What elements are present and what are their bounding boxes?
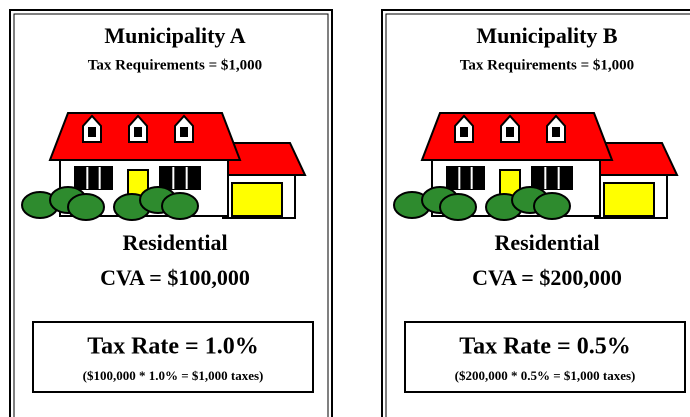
window — [75, 167, 112, 189]
tax-rate: Tax Rate = 0.5% — [459, 334, 630, 360]
usage-label: Residential — [122, 230, 227, 255]
title: Municipality B — [476, 23, 618, 48]
usage-label: Residential — [494, 230, 599, 255]
panel: Municipality A Tax Requirements = $1,000 R… — [10, 10, 332, 417]
dormer-window — [180, 127, 188, 137]
calculation: ($100,000 * 1.0% = $1,000 taxes) — [83, 368, 264, 383]
window — [532, 167, 572, 189]
dormer-window — [134, 127, 142, 137]
dormer-window — [88, 127, 96, 137]
bush — [534, 193, 570, 219]
subtitle: Tax Requirements = $1,000 — [460, 57, 634, 73]
page: Municipality A Tax Requirements = $1,000 R… — [0, 0, 690, 417]
panel: Municipality B Tax Requirements = $1,000 R… — [382, 10, 690, 417]
house — [22, 113, 305, 220]
house — [394, 113, 677, 220]
dormer-window — [460, 127, 468, 137]
tax-rate: Tax Rate = 1.0% — [87, 334, 258, 360]
dormer-window — [506, 127, 514, 137]
bush — [162, 193, 198, 219]
calculation: ($200,000 * 0.5% = $1,000 taxes) — [455, 368, 636, 383]
window — [160, 167, 200, 189]
subtitle: Tax Requirements = $1,000 — [88, 57, 262, 73]
bush — [440, 194, 476, 220]
garage-door — [232, 183, 282, 216]
cva: CVA = $200,000 — [472, 265, 622, 290]
cva: CVA = $100,000 — [100, 265, 250, 290]
bush — [68, 194, 104, 220]
window — [447, 167, 484, 189]
garage-door — [604, 183, 654, 216]
diagram: Municipality A Tax Requirements = $1,000 R… — [0, 0, 690, 417]
dormer-window — [552, 127, 560, 137]
title: Municipality A — [104, 23, 245, 48]
